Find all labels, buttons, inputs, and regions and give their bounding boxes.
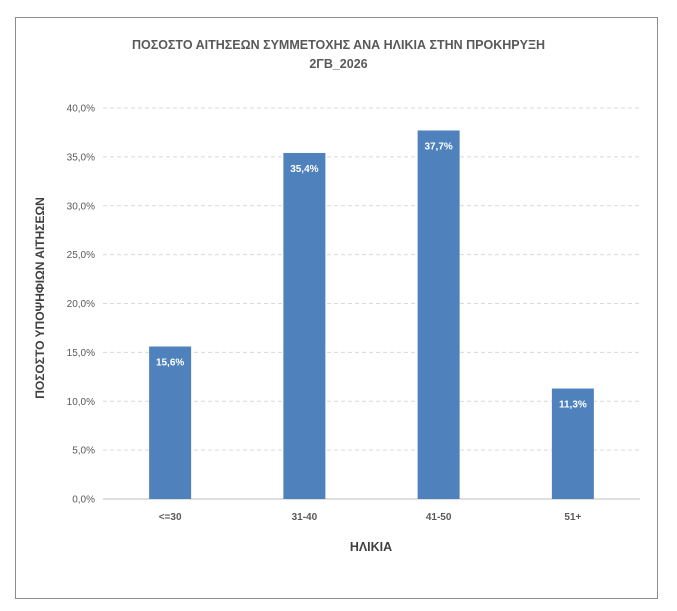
bar-2 [283, 152, 326, 499]
y-tick-label: 40,0% [67, 104, 95, 115]
y-tick-label: 30,0% [67, 201, 95, 212]
x-axis-label: ΗΛΙΚΙΑ [350, 540, 392, 554]
bar-1 [149, 346, 192, 499]
data-label: 35,4% [290, 164, 318, 175]
x-tick-label: 31-40 [292, 512, 318, 523]
y-tick-label: 25,0% [67, 250, 95, 261]
y-tick-label: 20,0% [67, 299, 95, 310]
data-label: 11,3% [559, 400, 587, 411]
chart-title: ΠΟΣΟΣΤΟ ΑΙΤΗΣΕΩΝ ΣΥΜΜΕΤΟΧΗΣ ΑΝΑ ΗΛΙΚΙΑ Σ… [0, 36, 677, 74]
y-tick-label: 35,0% [67, 152, 95, 163]
y-tick-label: 10,0% [67, 397, 95, 408]
chart-title-line1: ΠΟΣΟΣΤΟ ΑΙΤΗΣΕΩΝ ΣΥΜΜΕΤΟΧΗΣ ΑΝΑ ΗΛΙΚΙΑ Σ… [131, 38, 546, 52]
x-tick-label: <=30 [159, 512, 182, 523]
y-tick-label: 15,0% [67, 348, 95, 359]
chart-title-line2: 2ΓΒ_2026 [309, 57, 368, 71]
y-axis-label: ΠΟΣΟΣΤΟ ΥΠΟΨΗΦΙΩΝ ΑΙΤΗΣΕΩΝ [33, 197, 47, 399]
x-tick-label: 41-50 [426, 512, 452, 523]
data-label: 15,6% [156, 358, 184, 369]
y-tick-label: 5,0% [72, 446, 95, 457]
chart-frame [15, 17, 658, 599]
data-label: 37,7% [424, 141, 452, 152]
x-tick-label: 51+ [564, 512, 581, 523]
y-tick-label: 0,0% [72, 495, 95, 506]
bar-4 [551, 388, 594, 499]
bar-3 [417, 130, 460, 500]
